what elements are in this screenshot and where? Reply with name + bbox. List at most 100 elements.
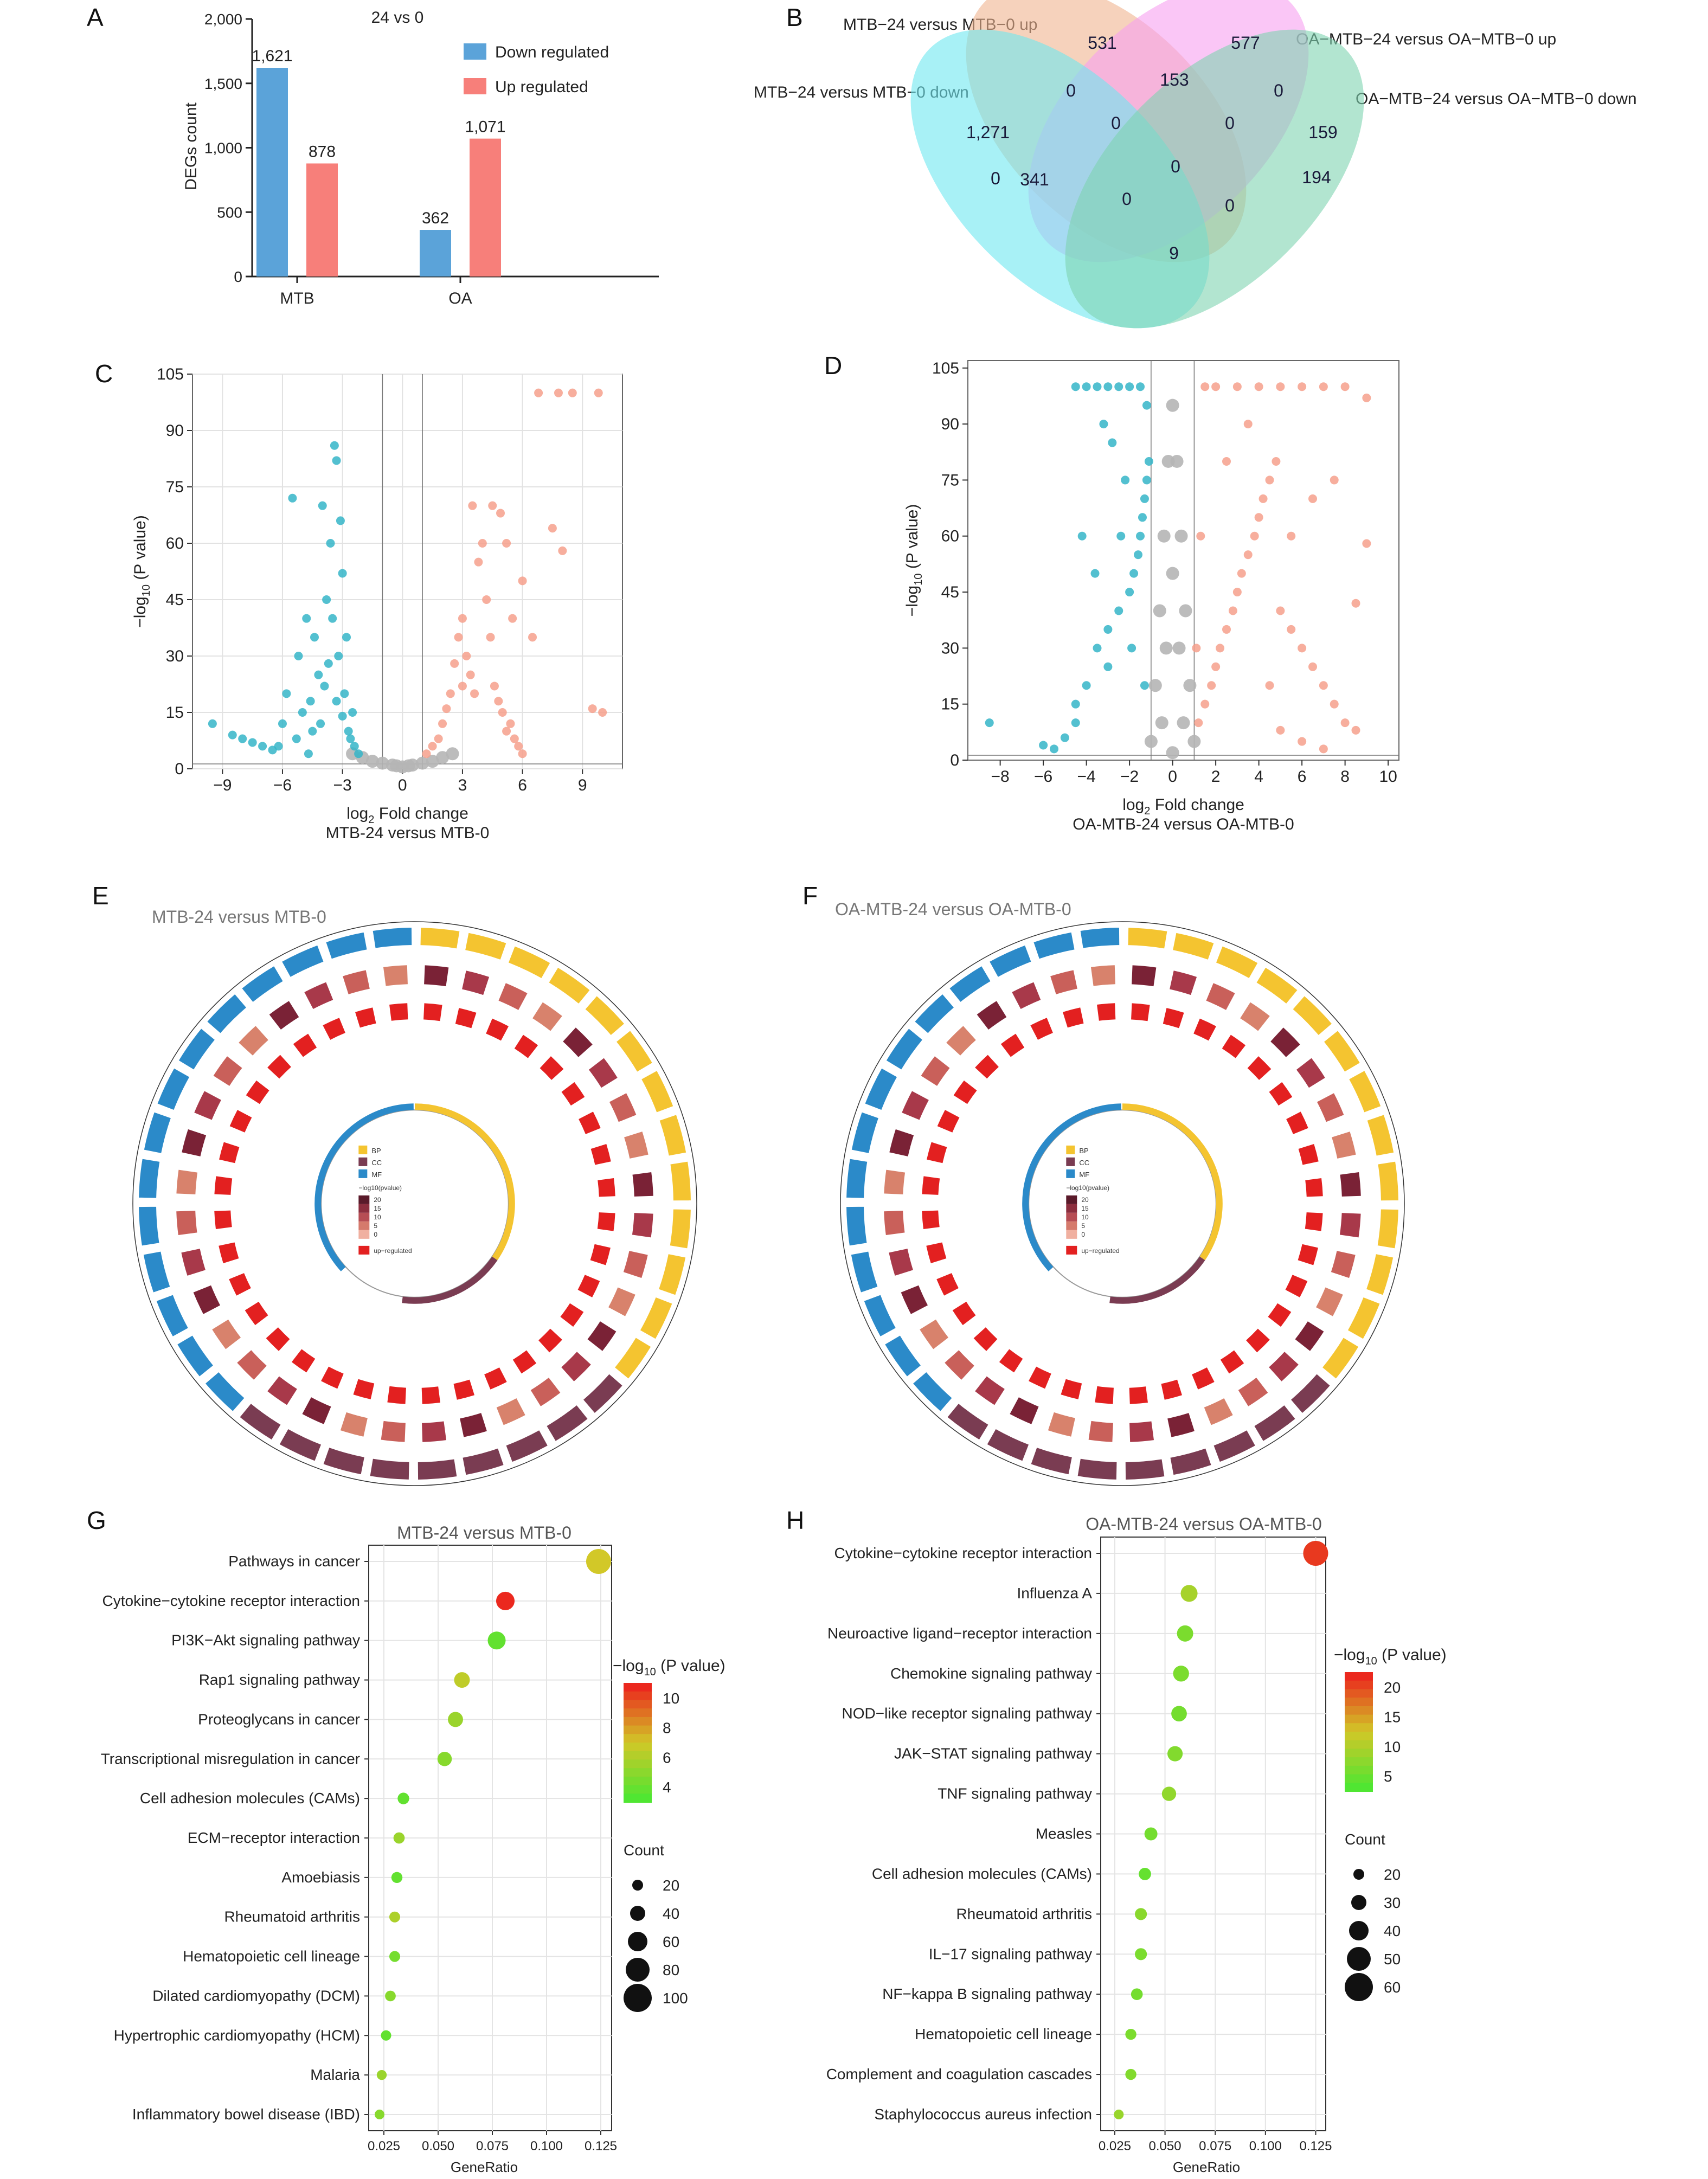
circos-up-box [514,1034,538,1058]
y-tick-label: 1,500 [204,75,242,92]
up-point [506,719,515,728]
circos-term-segment [324,931,368,960]
x-tick-label: 8 [1340,768,1350,786]
enrichment-dot [389,1911,401,1923]
circos-pvalue-box [921,1056,950,1086]
circos-term-segment [583,994,626,1037]
down-point [342,633,351,642]
size-legend-tick: 30 [1384,1894,1401,1911]
circos-up-box [1061,1379,1082,1399]
color-legend-step [1345,1723,1373,1732]
term-label: Influenza A [1017,1585,1092,1602]
y-axis-label: −log10 (P value) [903,504,924,617]
circos-up-box [922,1176,940,1195]
x-tick-label: OA [448,290,472,307]
ns-point [1157,529,1171,543]
circos-up-box [922,1210,940,1229]
down-point [985,718,994,728]
enrichment-dot [397,1792,409,1804]
down-point [208,719,217,728]
term-label: Hematopoietic cell lineage [915,2026,1092,2042]
circos-up-box [293,1033,317,1057]
up-point [534,388,543,397]
up-point [1298,382,1307,391]
up-point [428,742,437,751]
circos-up-box [453,1379,474,1400]
venn-region-count: 0 [1111,113,1121,133]
size-legend-dot [1345,1973,1373,2001]
up-point [1308,662,1317,671]
legend-title: −log10(pvalue) [358,1184,402,1192]
y-tick-label: 75 [941,471,959,489]
circos-pvalue-box [1170,970,1197,995]
down-point [1077,531,1087,541]
enrichment-dot [1125,2068,1136,2080]
bar-value-label: 878 [309,143,336,160]
term-label: Cytokine−cytokine receptor interaction [102,1592,360,1609]
circos-pvalue-box [884,1211,905,1236]
color-legend-tick: 15 [1384,1709,1401,1726]
venn-region-count: 0 [1274,81,1283,100]
circos-pvalue-box [624,1132,648,1159]
circos-pvalue-box [901,1285,928,1314]
legend-gradient-step [358,1195,370,1204]
circos-title: MTB-24 versus MTB-0 [152,907,326,927]
up-point [490,682,499,691]
circos-term-segment [240,965,285,1004]
up-point [1330,475,1339,485]
circos-up-box [486,1018,509,1041]
x-tick-label: 0.050 [1149,2139,1182,2154]
down-point [1060,733,1069,742]
term-label: Rheumatoid arthritis [224,1908,360,1925]
up-point [502,539,511,548]
term-label: ECM−receptor interaction [188,1829,360,1846]
term-label: Hematopoietic cell lineage [183,1948,360,1965]
legend-swatch [358,1157,368,1166]
circos-term-segment [845,1158,869,1199]
down-point [1103,662,1113,671]
down-point [258,742,267,751]
circos-inner-arc [402,1256,498,1304]
circos-term-segment [416,1458,458,1481]
circos-term-segment [669,1208,692,1250]
circos-term-segment [1377,1160,1399,1202]
down-point [1125,382,1134,391]
color-legend-step [624,1683,652,1692]
color-legend-step [1345,1757,1373,1766]
circos-term-segment [280,944,325,979]
circos-pvalue-box [1206,983,1235,1010]
color-legend-step [1345,1698,1373,1707]
up-point [468,501,477,510]
circos-pvalue-box [212,1319,241,1349]
up-point [1287,625,1296,634]
up-point [568,388,577,397]
circos-inner-arc [1109,1256,1205,1304]
circos-pvalue-box [182,1129,207,1156]
circos-pvalue-box [1090,965,1115,986]
color-legend-step [1345,1706,1373,1715]
down-point [1071,718,1080,728]
circos-up-box [229,1110,252,1133]
down-point [1121,475,1130,485]
x-tick-label: 4 [1254,768,1263,786]
circos-up-box [455,1008,477,1029]
circos-up-box [1097,1003,1116,1021]
circos-pvalue-box [945,1350,974,1380]
circos-up-box [245,1301,268,1326]
circos-term-segment [864,1067,898,1111]
legend-gradient-step [358,1204,370,1213]
term-label: Cell adhesion molecules (CAMs) [140,1790,360,1807]
down-point [282,689,291,698]
circos-pvalue-box [269,1001,299,1030]
legend-label: BP [371,1147,381,1155]
up-point [496,509,505,518]
circos-up-box [229,1273,251,1296]
term-label: Rheumatoid arthritis [956,1905,1092,1922]
enrichment-dot [376,2069,387,2080]
circos-pvalue-box [530,1377,561,1406]
up-point [1351,725,1360,735]
circos-term-segment [850,1250,879,1294]
size-legend-tick: 40 [663,1905,679,1922]
legend-gradient-step [358,1221,370,1230]
ns-point [365,755,379,768]
